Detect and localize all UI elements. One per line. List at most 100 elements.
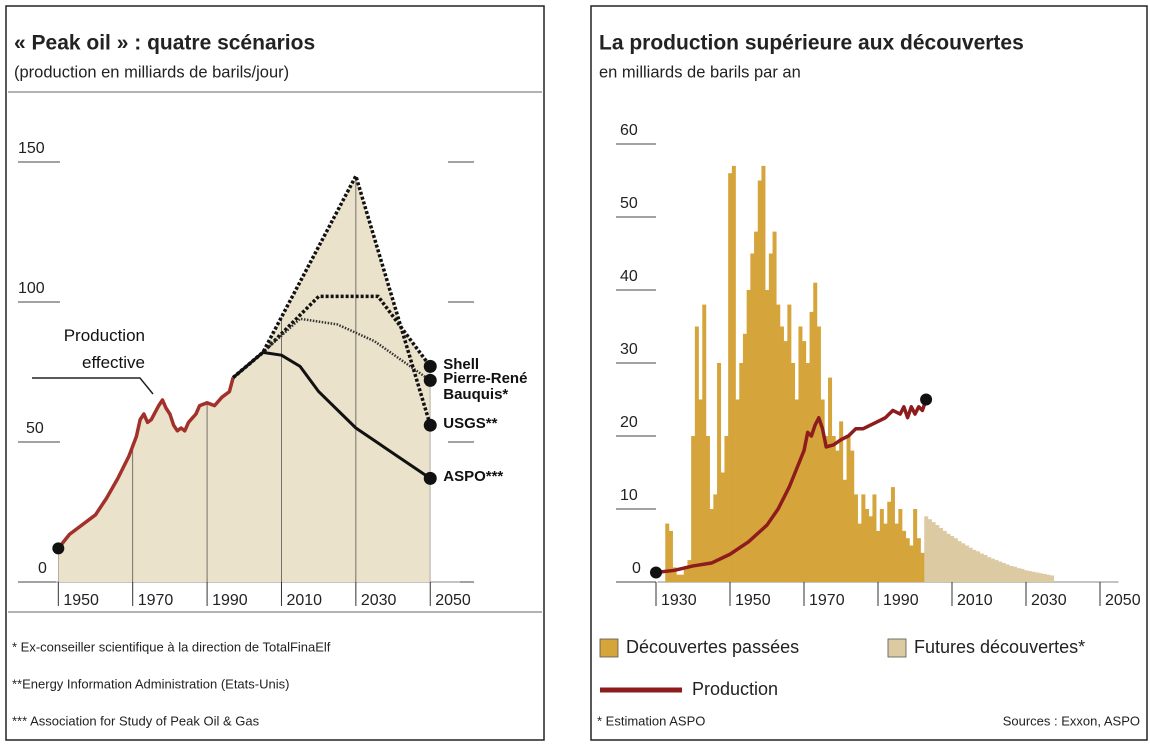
bar bbox=[883, 523, 888, 582]
bar bbox=[861, 494, 866, 582]
bar bbox=[846, 436, 851, 582]
bar bbox=[791, 363, 796, 582]
bar bbox=[680, 574, 685, 582]
bar bbox=[1016, 568, 1021, 582]
y-tick-label: 0 bbox=[38, 560, 47, 577]
bar bbox=[1009, 565, 1014, 582]
bar bbox=[742, 333, 747, 582]
bar bbox=[876, 530, 881, 582]
annotation-pointer bbox=[32, 377, 154, 395]
chart-title: La production supérieure aux découvertes bbox=[599, 32, 1024, 55]
bar bbox=[953, 538, 958, 582]
bar bbox=[950, 536, 955, 582]
legend-swatch bbox=[599, 638, 619, 658]
series-label: Pierre-René Bauquis* bbox=[443, 370, 528, 404]
series-line bbox=[655, 398, 928, 575]
bar bbox=[902, 530, 907, 582]
x-tick-label: 1990 bbox=[883, 592, 919, 609]
bar bbox=[687, 560, 692, 582]
series-label: USGS** bbox=[443, 415, 498, 433]
bar bbox=[709, 509, 714, 582]
bar bbox=[1001, 563, 1006, 582]
bar bbox=[739, 363, 744, 582]
bar bbox=[750, 253, 755, 582]
x-tick-label: 2010 bbox=[286, 592, 322, 609]
bar bbox=[746, 290, 751, 582]
end-dot bbox=[423, 373, 437, 387]
bar bbox=[720, 472, 725, 582]
bar bbox=[731, 165, 736, 582]
bar bbox=[894, 523, 899, 582]
bar bbox=[776, 304, 781, 582]
bar bbox=[802, 341, 807, 582]
x-tick-label: 2030 bbox=[1031, 592, 1067, 609]
series-label: Shell bbox=[443, 356, 480, 374]
bar bbox=[665, 523, 670, 582]
bar bbox=[768, 253, 773, 582]
bar bbox=[890, 487, 895, 582]
bar bbox=[879, 509, 884, 582]
bar bbox=[842, 479, 847, 582]
y-tick-label: 20 bbox=[620, 414, 638, 431]
area bbox=[58, 377, 234, 582]
bar bbox=[713, 494, 718, 582]
y-tick-label: 30 bbox=[620, 341, 638, 358]
bar bbox=[717, 363, 722, 582]
bar bbox=[1020, 568, 1025, 582]
bar bbox=[728, 173, 733, 582]
y-tick-label: 60 bbox=[620, 122, 638, 139]
bar bbox=[990, 558, 995, 582]
bar bbox=[672, 567, 677, 582]
bar bbox=[691, 436, 696, 582]
x-tick-label: 2030 bbox=[361, 592, 397, 609]
bar bbox=[761, 165, 766, 582]
x-tick-label: 1970 bbox=[809, 592, 845, 609]
end-dot bbox=[920, 393, 933, 406]
bar bbox=[1038, 573, 1043, 582]
bar bbox=[1035, 572, 1040, 582]
bar bbox=[702, 304, 707, 582]
bar bbox=[676, 574, 681, 582]
bar bbox=[831, 436, 836, 582]
x-tick-label: 1990 bbox=[212, 592, 248, 609]
source: Sources : Exxon, ASPO bbox=[1003, 713, 1140, 728]
footnote: * Ex-conseiller scientifique à la direct… bbox=[12, 639, 331, 654]
bar bbox=[824, 436, 829, 582]
y-tick-label: 50 bbox=[26, 420, 44, 437]
x-tick-label: 1970 bbox=[138, 592, 174, 609]
end-dot bbox=[52, 542, 65, 555]
x-tick-label: 2050 bbox=[1105, 592, 1141, 609]
bar bbox=[783, 341, 788, 582]
bar bbox=[1013, 566, 1018, 582]
bar bbox=[820, 399, 825, 582]
bar bbox=[976, 551, 981, 582]
bar bbox=[998, 561, 1003, 582]
bar bbox=[968, 547, 973, 582]
legend-label: Découvertes passées bbox=[626, 637, 799, 657]
bar bbox=[935, 525, 940, 582]
bar bbox=[898, 509, 903, 582]
bar bbox=[805, 363, 810, 582]
bar bbox=[853, 494, 858, 582]
bar bbox=[705, 436, 710, 582]
chart-subtitle: (production en milliards de barils/jour) bbox=[14, 63, 289, 81]
y-tick-label: 150 bbox=[18, 140, 45, 157]
bar bbox=[939, 527, 944, 582]
x-tick-label: 1950 bbox=[63, 592, 99, 609]
legend-label: Production bbox=[692, 679, 778, 699]
chart-title: « Peak oil » : quatre scénarios bbox=[14, 32, 315, 55]
bar bbox=[813, 282, 818, 582]
x-tick-label: 2050 bbox=[435, 592, 471, 609]
bar bbox=[779, 326, 784, 582]
bar bbox=[765, 290, 770, 582]
legend-label: Futures découvertes* bbox=[914, 637, 1085, 657]
bar bbox=[850, 450, 855, 582]
series-label: ASPO*** bbox=[443, 468, 504, 486]
bar bbox=[857, 523, 862, 582]
footnote: **Energy Information Administration (Eta… bbox=[12, 676, 289, 691]
bar bbox=[924, 516, 929, 582]
bar bbox=[1042, 573, 1047, 582]
bar bbox=[961, 543, 966, 582]
bar bbox=[927, 519, 932, 582]
